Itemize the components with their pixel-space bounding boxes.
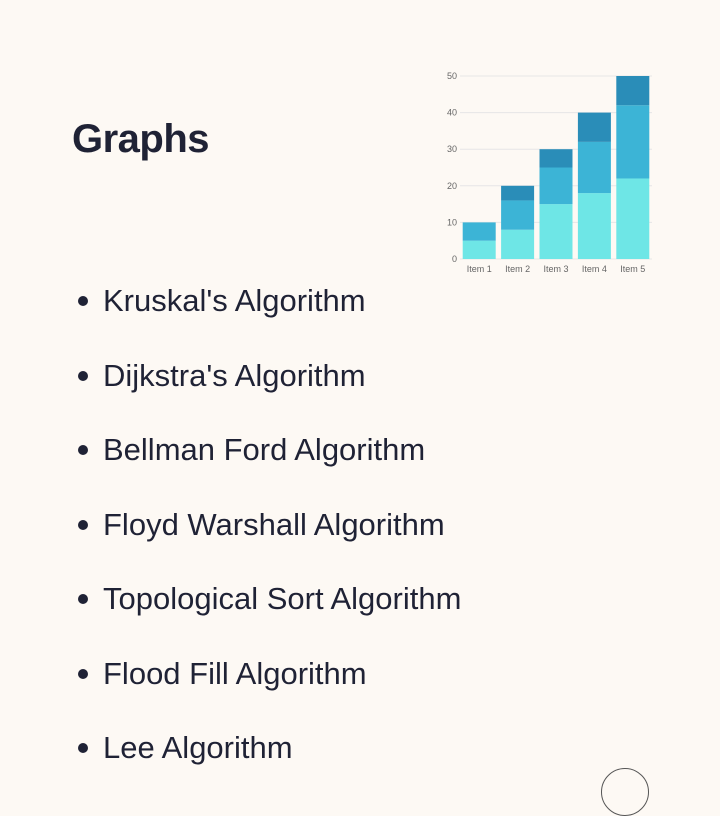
list-item: Floyd Warshall Algorithm bbox=[72, 505, 461, 580]
x-tick-label: Item 1 bbox=[467, 264, 492, 274]
list-item: Dijkstra's Algorithm bbox=[72, 356, 461, 431]
y-tick-label: 10 bbox=[447, 217, 457, 227]
y-tick-label: 30 bbox=[447, 144, 457, 154]
bar-segment bbox=[462, 222, 496, 241]
bar-segment bbox=[539, 149, 573, 168]
x-tick-label: Item 3 bbox=[543, 264, 568, 274]
x-tick-label: Item 2 bbox=[505, 264, 530, 274]
scroll-circle-button[interactable] bbox=[601, 768, 649, 816]
bar-segment bbox=[616, 105, 650, 179]
y-tick-label: 20 bbox=[447, 181, 457, 191]
list-item-label: Topological Sort Algorithm bbox=[103, 581, 462, 616]
list-item-label: Kruskal's Algorithm bbox=[103, 283, 366, 318]
list-item: Topological Sort Algorithm bbox=[72, 579, 461, 654]
bullet-icon bbox=[78, 519, 88, 530]
y-tick-label: 40 bbox=[447, 108, 457, 118]
list-item: Kruskal's Algorithm bbox=[72, 281, 461, 356]
y-tick-label: 50 bbox=[447, 71, 457, 81]
algorithm-list: Kruskal's Algorithm Dijkstra's Algorithm… bbox=[72, 281, 461, 803]
list-item-label: Flood Fill Algorithm bbox=[103, 655, 367, 691]
list-item: Lee Algorithm bbox=[72, 728, 461, 803]
stacked-bar-chart: 0 10 20 30 40 50 Item 1 Item 2 Item 3 Item 4 Item … bbox=[430, 62, 660, 282]
bar-segment bbox=[462, 240, 496, 259]
bullet-icon bbox=[78, 370, 88, 381]
x-tick-label: Item 4 bbox=[582, 264, 607, 274]
bar-segment bbox=[616, 76, 650, 106]
bar-segment bbox=[539, 167, 573, 205]
list-item-label: Bellman Ford Algorithm bbox=[103, 432, 426, 467]
page-title: Graphs bbox=[72, 117, 210, 161]
bullet-icon bbox=[78, 743, 88, 753]
list-item: Flood Fill Algorithm bbox=[72, 654, 461, 729]
bar-segment bbox=[501, 200, 535, 230]
chart-svg: 0 10 20 30 40 50 Item 1 Item 2 Item 3 Item 4 Item … bbox=[447, 71, 652, 274]
bullet-icon bbox=[78, 668, 88, 679]
bar-segment bbox=[577, 112, 611, 142]
list-item-label: Dijkstra's Algorithm bbox=[103, 357, 366, 393]
y-tick-label: 0 bbox=[452, 254, 457, 264]
bar-segment bbox=[577, 193, 611, 259]
bar-segment bbox=[616, 178, 650, 259]
list-item: Bellman Ford Algorithm bbox=[72, 430, 461, 505]
x-tick-label: Item 5 bbox=[620, 264, 645, 274]
bullet-icon bbox=[78, 594, 88, 604]
bar-segment bbox=[539, 204, 573, 259]
bullet-icon bbox=[78, 445, 88, 455]
bullet-icon bbox=[78, 296, 88, 306]
bar-segment bbox=[577, 141, 611, 194]
list-item-label: Floyd Warshall Algorithm bbox=[103, 506, 445, 542]
list-item-label: Lee Algorithm bbox=[103, 730, 293, 765]
bar-segment bbox=[501, 229, 535, 259]
bar-segment bbox=[501, 185, 535, 201]
